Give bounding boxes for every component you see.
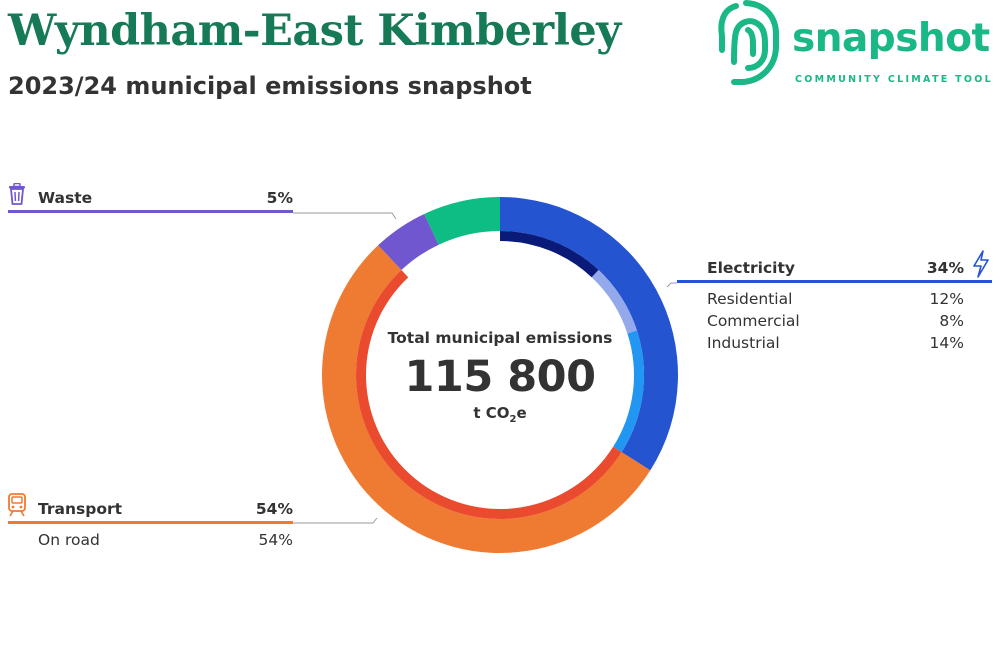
snapshot-logo[interactable]: snapshot COMMUNITY CLIMATE TOOL — [712, 0, 1000, 92]
category-name: Transport — [38, 500, 123, 518]
subcategory-row: Commercial 8% — [707, 312, 964, 334]
leader-line-electricity — [666, 282, 677, 288]
logo-wordmark: snapshot — [792, 16, 990, 61]
category-underline — [8, 210, 293, 213]
category-electricity[interactable]: Electricity 34% Residential 12% Commerci… — [677, 250, 992, 360]
slice-waste[interactable] — [378, 213, 439, 271]
subcategory-list: Residential 12% Commercial 8% Industrial… — [707, 290, 964, 356]
subcategory-percent: 12% — [929, 290, 964, 308]
subcategory-percent: 14% — [929, 334, 964, 352]
unit-tail: e — [516, 404, 527, 422]
slice-electricity[interactable] — [500, 197, 678, 471]
subcategory-name: Commercial — [707, 312, 800, 330]
subcategory-name: Residential — [707, 290, 793, 308]
total-unit: t CO2e — [380, 404, 620, 425]
category-percent: 5% — [266, 189, 293, 207]
total-value: 115 800 — [404, 352, 597, 402]
slice-transport[interactable] — [321, 245, 651, 554]
inner-ring — [355, 231, 644, 520]
leader-line-transport — [293, 517, 378, 524]
slice-other[interactable] — [424, 197, 500, 245]
total-label: Total municipal emissions — [387, 329, 613, 347]
leader-lines — [293, 212, 677, 524]
subcategory-row: On road 54% — [38, 531, 293, 553]
subcategory-name: Industrial — [707, 334, 780, 352]
category-percent: 54% — [255, 500, 293, 518]
outer-ring — [321, 197, 678, 554]
page-title: Wyndham-East Kimberley — [8, 6, 621, 56]
subcategory-row: Residential 12% — [707, 290, 964, 312]
category-name: Electricity — [707, 259, 795, 277]
subcategory-name: On road — [38, 531, 100, 549]
subslice-residential[interactable] — [500, 231, 599, 278]
subcategory-row: Industrial 14% — [707, 334, 964, 356]
lightning-icon — [973, 250, 989, 278]
category-underline — [677, 280, 992, 283]
category-header: Transport 54% — [8, 491, 293, 521]
trash-bin-icon — [9, 183, 25, 205]
category-header: Electricity 34% — [677, 250, 964, 280]
category-percent: 34% — [926, 259, 964, 277]
category-underline — [8, 521, 293, 524]
subcategory-percent: 8% — [939, 312, 964, 330]
leader-line-waste — [293, 212, 397, 220]
category-header: Waste 5% — [8, 180, 293, 210]
subcategory-list: On road 54% — [38, 531, 293, 553]
unit-subscript: 2 — [509, 414, 517, 425]
fingerprint-icon — [718, 0, 779, 85]
train-icon — [8, 493, 26, 517]
unit-main: t CO — [473, 404, 510, 422]
category-waste[interactable]: Waste 5% — [8, 180, 293, 220]
category-transport[interactable]: Transport 54% On road 54% — [8, 491, 293, 561]
subslice-on-road[interactable] — [355, 270, 622, 520]
subcategory-percent: 54% — [258, 531, 293, 549]
page-subtitle: 2023/24 municipal emissions snapshot — [8, 72, 532, 100]
category-name: Waste — [38, 189, 93, 207]
subslice-commercial[interactable] — [591, 270, 637, 334]
logo-tagline: COMMUNITY CLIMATE TOOL — [795, 74, 994, 85]
subslice-industrial[interactable] — [613, 330, 644, 453]
